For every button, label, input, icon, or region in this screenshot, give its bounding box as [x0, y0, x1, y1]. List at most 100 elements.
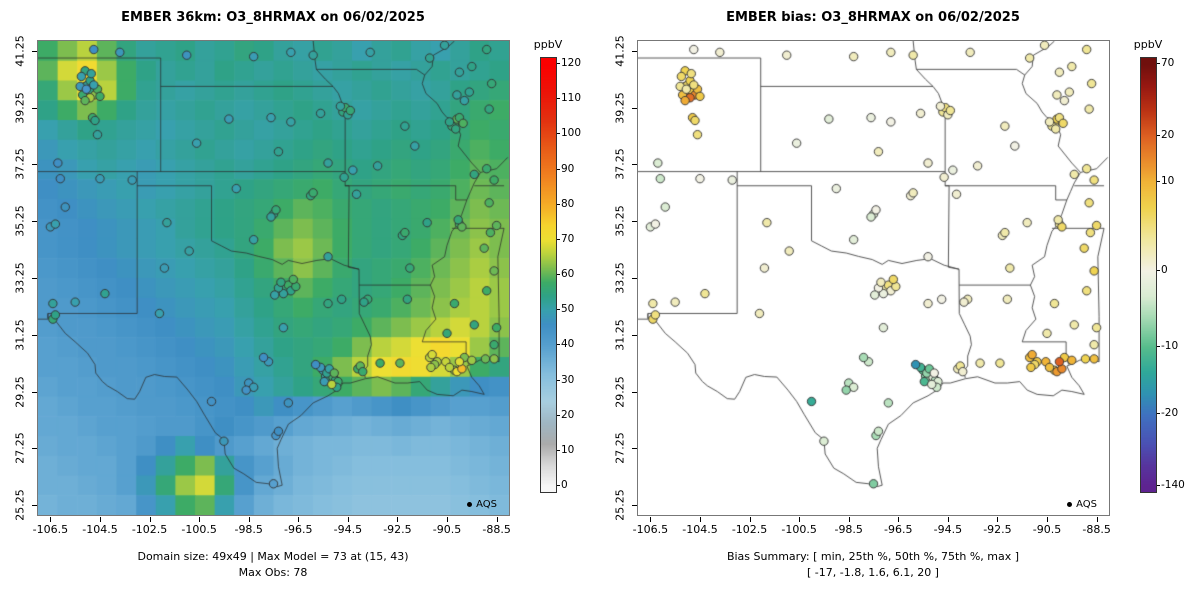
y-tick-label: 33.25 [13, 262, 27, 294]
x-tick-mark [848, 517, 850, 522]
y-tick-label: 37.25 [13, 148, 27, 181]
aqs-legend: AQS [1067, 499, 1097, 510]
x-tick-label: -104.5 [682, 523, 718, 536]
colorbar-tick-label: 20 [561, 408, 575, 421]
model-colorbar-title: ppbV [533, 38, 563, 51]
colorbar-tick-label: 70 [561, 232, 575, 245]
y-tick-label: 41.25 [13, 35, 27, 67]
x-tick-mark [397, 517, 399, 522]
x-tick-mark [699, 517, 701, 522]
x-tick-label: -90.5 [432, 523, 462, 536]
x-tick-label: -88.5 [482, 523, 511, 536]
y-tick-label: 25.25 [613, 489, 627, 521]
y-tick-label: 39.25 [613, 91, 627, 124]
colorbar-tick-label: 80 [561, 197, 575, 210]
model-title: EMBER 36km: O3_8HRMAX on 06/02/2025 [121, 10, 425, 25]
x-tick-label: -92.5 [383, 523, 412, 536]
x-tick-label: -104.5 [82, 523, 118, 536]
colorbar-tick-label: 70 [1161, 57, 1175, 69]
y-tick-label: 27.25 [13, 432, 27, 465]
bias-colorbar [1140, 57, 1157, 493]
x-tick-label: -100.5 [781, 523, 817, 536]
colorbar-tick-label: 50 [561, 303, 575, 316]
x-tick-mark [650, 517, 652, 522]
colorbar-tick-label: 40 [561, 338, 575, 351]
bias-caption-2: [ -17, -1.8, 1.6, 6.1, 20 ] [807, 566, 939, 579]
x-tick-mark [149, 517, 151, 522]
colorbar-tick-label: 60 [561, 268, 575, 280]
bias-map-canvas [638, 41, 1109, 515]
x-tick-label: -94.5 [333, 523, 363, 536]
x-tick-mark [298, 517, 300, 522]
colorbar-tick-label: 110 [561, 92, 582, 105]
x-tick-mark [799, 517, 801, 522]
aqs-legend: AQS [467, 499, 497, 510]
x-tick-mark [898, 517, 900, 522]
colorbar-tick-label: -10 [1161, 339, 1179, 352]
y-tick-label: 31.25 [13, 319, 27, 351]
y-tick-label: 29.25 [613, 375, 627, 408]
x-tick-label: -98.5 [234, 523, 263, 536]
bias-title: EMBER bias: O3_8HRMAX on 06/02/2025 [726, 10, 1020, 25]
x-tick-mark [997, 517, 999, 522]
x-tick-label: -102.5 [131, 523, 168, 536]
colorbar-tick-label: 30 [561, 373, 575, 386]
bias-plot-box: AQS [637, 40, 1110, 516]
x-tick-label: -92.5 [983, 523, 1012, 536]
model-plot-box: AQS [37, 40, 510, 516]
y-tick-label: 25.25 [13, 489, 27, 521]
x-tick-label: -90.5 [1032, 523, 1062, 536]
x-tick-mark [447, 517, 449, 522]
bias-panel: EMBER bias: O3_8HRMAX on 06/02/2025 AQS … [600, 0, 1200, 600]
x-tick-mark [199, 517, 201, 522]
x-tick-label: -100.5 [181, 523, 217, 536]
model-caption-1: Domain size: 49x49 | Max Model = 73 at (… [137, 550, 409, 563]
x-tick-mark [1096, 517, 1098, 522]
x-tick-label: -106.5 [32, 523, 69, 536]
x-tick-mark [248, 517, 250, 522]
colorbar-tick-label: -140 [1161, 479, 1185, 491]
x-tick-mark [50, 517, 52, 522]
model-map-canvas [38, 41, 509, 515]
aqs-legend-label: AQS [1076, 499, 1097, 510]
y-tick-label: 29.25 [13, 375, 27, 408]
y-tick-label: 31.25 [613, 319, 627, 351]
colorbar-tick-label: -20 [1161, 407, 1179, 420]
aqs-dot-icon [467, 502, 473, 507]
x-tick-label: -96.5 [284, 523, 313, 536]
y-tick-label: 39.25 [13, 91, 27, 124]
colorbar-tick-label: 20 [1161, 128, 1175, 141]
x-tick-label: -88.5 [1082, 523, 1111, 536]
y-tick-label: 37.25 [613, 148, 627, 181]
x-tick-mark [1047, 517, 1049, 522]
colorbar-tick-label: 100 [561, 127, 582, 140]
y-tick-label: 41.25 [613, 35, 627, 67]
x-tick-label: -102.5 [731, 523, 768, 536]
colorbar-tick-label: 0 [561, 479, 568, 491]
colorbar-tick-label: 10 [1161, 175, 1175, 188]
x-tick-mark [99, 517, 101, 522]
model-caption-2: Max Obs: 78 [238, 566, 308, 579]
x-tick-mark [947, 517, 949, 522]
x-tick-label: -94.5 [933, 523, 963, 536]
x-tick-mark [749, 517, 751, 522]
x-tick-mark [496, 517, 498, 522]
x-tick-label: -106.5 [632, 523, 669, 536]
y-tick-label: 27.25 [613, 432, 627, 465]
colorbar-tick-label: 120 [561, 57, 582, 69]
colorbar-tick-label: 10 [561, 443, 575, 456]
y-tick-label: 33.25 [613, 262, 627, 294]
x-tick-mark [347, 517, 349, 522]
y-tick-label: 35.25 [13, 205, 27, 237]
model-colorbar [540, 57, 557, 493]
bias-caption-1: Bias Summary: [ min, 25th %, 50th %, 75t… [726, 550, 1020, 563]
model-panel: EMBER 36km: O3_8HRMAX on 06/02/2025 AQS … [13, 10, 582, 579]
x-tick-label: -98.5 [834, 523, 863, 536]
y-tick-label: 35.25 [613, 205, 627, 237]
bias-colorbar-title: ppbV [1133, 38, 1163, 51]
aqs-legend-label: AQS [476, 499, 497, 510]
x-tick-label: -96.5 [884, 523, 913, 536]
colorbar-tick-label: 0 [1161, 263, 1168, 276]
colorbar-tick-label: 90 [561, 162, 575, 175]
